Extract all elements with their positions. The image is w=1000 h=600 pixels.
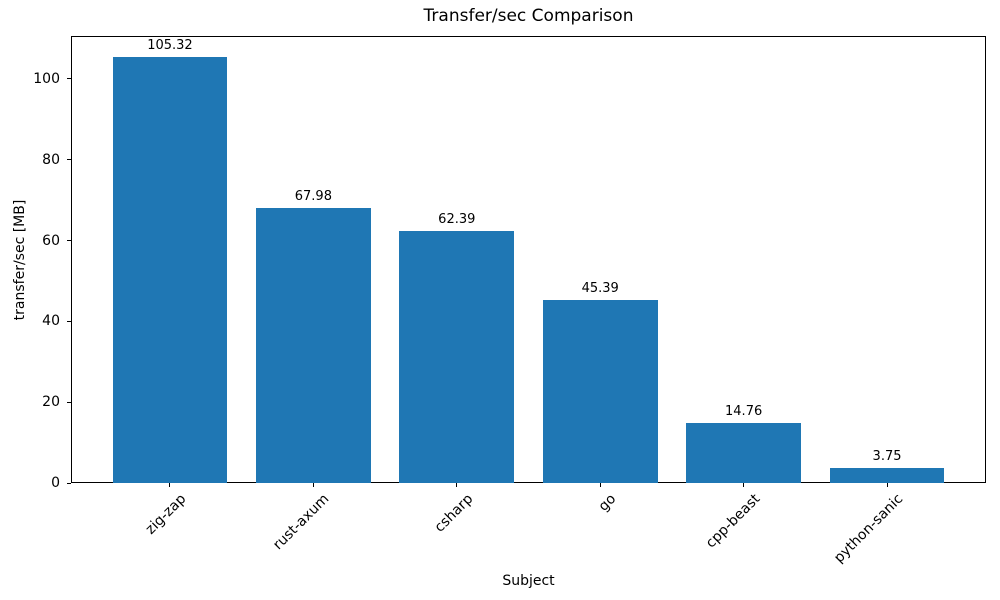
x-tick-mark: [312, 483, 314, 487]
x-tick-mark: [169, 483, 171, 487]
bar: [686, 423, 801, 483]
y-tick-label: 60: [42, 232, 60, 249]
y-tick-mark: [67, 482, 71, 484]
y-tick-mark: [67, 78, 71, 80]
y-tick-label: 0: [51, 475, 60, 491]
y-tick-label: 20: [42, 394, 60, 411]
y-tick-mark: [67, 240, 71, 241]
bar-value-label: 105.32: [147, 38, 193, 54]
bar-value-label: 67.98: [294, 189, 332, 205]
bar-value-label: 45.39: [581, 280, 619, 296]
x-tick-mark: [743, 483, 745, 487]
bar-value-label: 14.76: [725, 404, 763, 420]
y-tick-mark: [67, 159, 71, 161]
bar: [256, 208, 371, 483]
y-axis-label: transfer/sec [MB]: [12, 199, 28, 321]
y-tick-mark: [67, 320, 71, 322]
bar: [399, 230, 515, 483]
bar: [542, 299, 658, 483]
bar-value-label: 62.39: [438, 211, 476, 227]
y-tick-label: 40: [42, 313, 60, 330]
y-tick-mark: [67, 401, 71, 403]
bar: [112, 57, 228, 483]
bar-value-label: 3.75: [872, 448, 902, 464]
chart-title: Transfer/sec Comparison: [423, 6, 634, 26]
x-tick-mark: [886, 483, 888, 487]
x-tick-mark: [599, 483, 601, 487]
x-axis-label: Subject: [502, 573, 555, 589]
y-tick-label: 100: [33, 70, 60, 87]
bar: [829, 467, 945, 483]
y-tick-label: 80: [42, 151, 60, 168]
x-tick-mark: [456, 483, 458, 487]
